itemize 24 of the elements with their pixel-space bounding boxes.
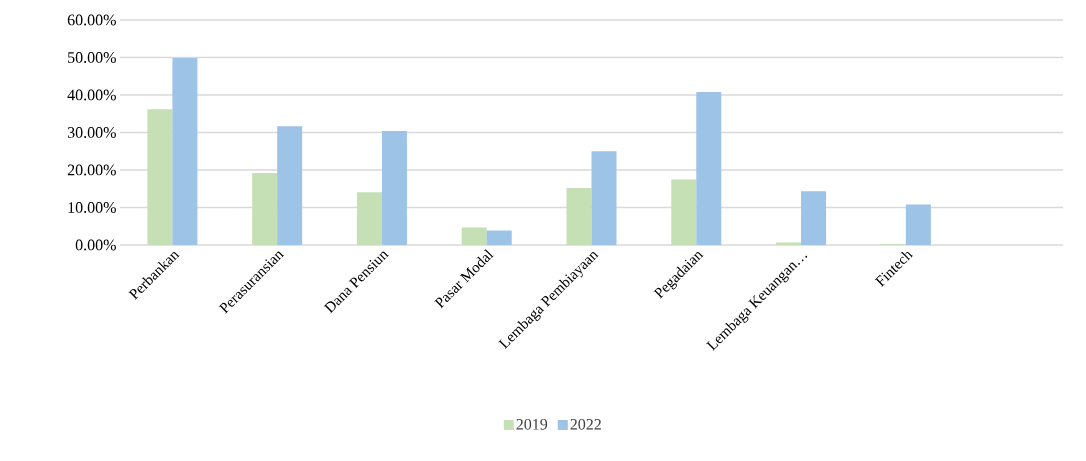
bar [277, 126, 303, 245]
bar [801, 191, 827, 245]
bar [905, 204, 931, 245]
legend-label: 2022 [570, 418, 601, 430]
bar [356, 192, 382, 245]
legend-label: 2019 [516, 418, 548, 430]
y-tick-label: 60.00% [67, 14, 116, 26]
bar [486, 230, 512, 245]
bar [381, 131, 407, 245]
bar [776, 242, 802, 245]
y-tick-label: 0.00% [75, 239, 116, 251]
y-tick-label: 20.00% [67, 164, 116, 176]
y-tick-label: 30.00% [67, 127, 116, 138]
y-tick-label: 10.00% [68, 202, 116, 213]
y-tick-label: 50.00% [68, 52, 116, 63]
bar [147, 109, 173, 245]
bar [461, 227, 487, 245]
bar [172, 57, 198, 245]
bar [696, 92, 722, 245]
bar [252, 173, 278, 245]
bar [591, 151, 617, 245]
y-tick-label: 40.00% [67, 89, 116, 101]
bar [566, 188, 592, 245]
bar [671, 179, 697, 245]
